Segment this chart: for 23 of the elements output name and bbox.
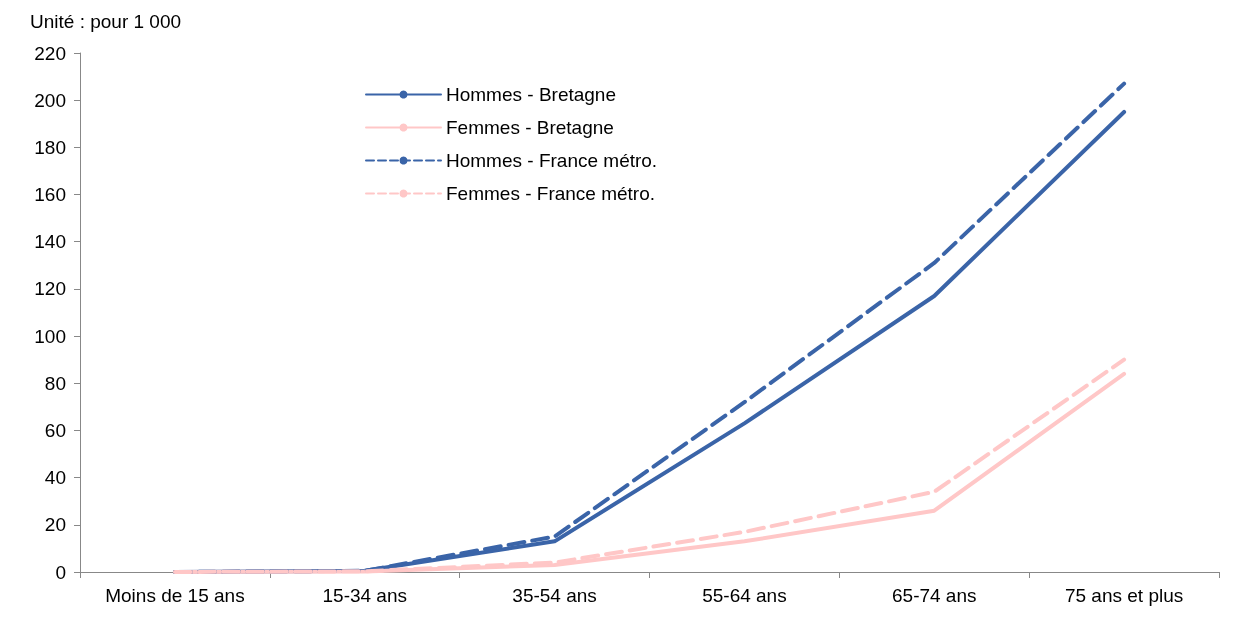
y-tick-label: 20 bbox=[44, 514, 66, 536]
y-tick-label: 180 bbox=[34, 136, 66, 158]
y-tick-label: 100 bbox=[34, 325, 66, 347]
x-tick-label: 15-34 ans bbox=[322, 585, 408, 606]
y-axis-title: Unité : pour 1 000 bbox=[30, 11, 182, 32]
y-tick-label: 80 bbox=[44, 372, 66, 394]
legend-label: Hommes - Bretagne bbox=[446, 84, 617, 105]
legend-label: Femmes - Bretagne bbox=[446, 117, 614, 138]
x-tick-label: Moins de 15 ans bbox=[105, 585, 245, 606]
y-tick-label: 120 bbox=[34, 278, 66, 300]
y-tick-label: 140 bbox=[34, 231, 66, 253]
x-tick-label: 75 ans et plus bbox=[1064, 585, 1184, 606]
y-tick-label: 40 bbox=[44, 467, 66, 489]
y-tick-label: 0 bbox=[55, 561, 66, 583]
x-tick-label: 55-64 ans bbox=[702, 585, 787, 606]
y-tick-label: 220 bbox=[34, 42, 66, 64]
x-tick-label: 65-74 ans bbox=[891, 585, 977, 606]
legend-label: Hommes - France métro. bbox=[446, 150, 658, 171]
y-tick-label: 160 bbox=[34, 184, 66, 206]
legend-label: Femmes - France métro. bbox=[446, 183, 656, 204]
y-tick-label: 200 bbox=[34, 89, 66, 111]
x-tick-label: 35-54 ans bbox=[512, 585, 597, 606]
y-tick-label: 60 bbox=[44, 419, 66, 441]
